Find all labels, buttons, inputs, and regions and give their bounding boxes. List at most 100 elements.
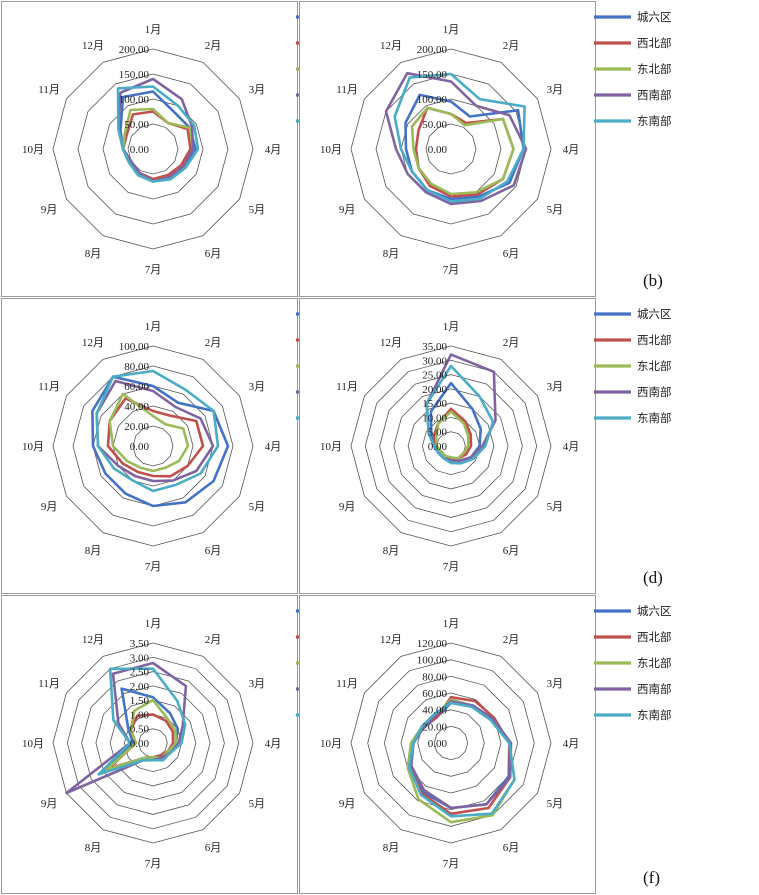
- legend-label: 西北部: [637, 333, 672, 347]
- month-label: 9月: [41, 204, 58, 216]
- panel-frame: [1, 595, 298, 894]
- month-label: 10月: [320, 738, 342, 750]
- month-label: 11月: [38, 84, 60, 96]
- month-label: 1月: [443, 24, 460, 36]
- tick-label: 25.00: [422, 370, 447, 382]
- tick-label: 20.00: [422, 721, 447, 733]
- series-3-polygon: [104, 698, 178, 772]
- tick-label: 0.00: [130, 738, 150, 750]
- month-label: 5月: [547, 501, 564, 513]
- month-label: 3月: [547, 381, 564, 393]
- tick-label: 15.00: [422, 398, 447, 410]
- radar-panel-4: 1月 2月 3月 4月 5月 6月 7月 8月 9月 10月 11月 12月 0.00 5.00 10.00…: [299, 298, 672, 594]
- legend-label: 西北部: [637, 630, 672, 644]
- month-label: 9月: [41, 501, 58, 513]
- month-label: 1月: [145, 24, 162, 36]
- month-label: 7月: [443, 561, 460, 573]
- legend-label: 西南部: [637, 385, 672, 399]
- tick-label: 20.00: [124, 421, 149, 433]
- legend-label: 东南部: [637, 411, 672, 425]
- tick-label: 50.00: [124, 119, 149, 131]
- month-label: 10月: [320, 441, 342, 453]
- legend-label: 城六区: [637, 11, 672, 24]
- month-label: 10月: [22, 144, 44, 156]
- grid-ring: [66, 656, 240, 830]
- legend-label: 城六区: [637, 308, 672, 321]
- series-5-polygon: [425, 364, 495, 465]
- month-label: 3月: [249, 381, 266, 393]
- legend-label: 东北部: [637, 62, 672, 76]
- month-label: 8月: [85, 842, 102, 854]
- tick-label: 1.00: [130, 709, 150, 721]
- tick-label: 5.00: [428, 427, 448, 439]
- panel-frame: [1, 298, 298, 594]
- tick-label: 2.50: [130, 667, 150, 679]
- month-label: 7月: [145, 561, 162, 573]
- grid-ring: [52, 642, 254, 844]
- grid-ring: [407, 402, 495, 490]
- grid-ring: [77, 73, 229, 225]
- radar-panel-1: 1月 2月 3月 4月 5月 6月 7月 8月 9月 10月 11月 12月 0.00 50.00 100.…: [1, 1, 374, 297]
- panel-label: (f): [643, 868, 660, 887]
- grid-ring: [367, 659, 535, 827]
- series-3-polygon: [410, 106, 515, 196]
- month-label: 7月: [145, 858, 162, 870]
- series-5-polygon: [393, 72, 526, 203]
- grid-ring: [72, 365, 234, 527]
- legend-label: 西南部: [637, 88, 672, 102]
- month-label: 2月: [205, 40, 222, 52]
- grid-ring: [379, 374, 523, 518]
- month-label: 6月: [205, 545, 222, 557]
- month-label: 12月: [82, 337, 104, 349]
- month-label: 5月: [547, 204, 564, 216]
- month-label: 6月: [503, 248, 520, 260]
- series-3-polygon: [434, 410, 470, 460]
- grid-ring: [421, 416, 481, 476]
- month-label: 12月: [380, 40, 402, 52]
- tick-label: 40.00: [422, 705, 447, 717]
- grid-ring: [350, 345, 552, 547]
- panel-frame: [1, 1, 298, 297]
- tick-label: 2.00: [130, 681, 150, 693]
- month-label: 11月: [38, 381, 60, 393]
- series-5-polygon: [95, 369, 220, 493]
- panel-frame: [299, 1, 596, 297]
- tick-label: 35.00: [422, 341, 447, 353]
- month-label: 4月: [563, 441, 580, 453]
- grid-ring: [393, 388, 509, 504]
- legend-label: 东南部: [637, 114, 672, 128]
- series-5-polygon: [97, 667, 187, 776]
- tick-label: 100.00: [119, 94, 150, 106]
- month-label: 10月: [320, 144, 342, 156]
- month-label: 5月: [249, 798, 266, 810]
- month-label: 5月: [547, 798, 564, 810]
- grid-ring: [383, 675, 519, 811]
- month-label: 3月: [249, 84, 266, 96]
- tick-label: 200.00: [417, 44, 448, 56]
- legend-label: 东北部: [637, 359, 672, 373]
- month-label: 11月: [38, 678, 60, 690]
- panel-label: (b): [643, 271, 663, 290]
- month-label: 1月: [443, 321, 460, 333]
- tick-label: 0.50: [130, 724, 150, 736]
- radar-panel-2: 1月 2月 3月 4月 5月 6月 7月 8月 9月 10月 11月 12月 0.00 50.00 100.…: [299, 1, 672, 297]
- tick-label: 120.00: [417, 638, 448, 650]
- grid-ring: [127, 123, 179, 175]
- month-label: 9月: [339, 204, 356, 216]
- grid-ring: [350, 48, 552, 250]
- panel-label: (d): [643, 568, 663, 587]
- series-4-polygon: [384, 71, 528, 206]
- tick-label: 80.00: [124, 361, 149, 373]
- tick-label: 3.50: [130, 638, 150, 650]
- month-label: 11月: [336, 84, 358, 96]
- tick-label: 100.00: [417, 94, 448, 106]
- grid-ring: [102, 98, 204, 200]
- tick-label: 60.00: [124, 381, 149, 393]
- tick-label: 3.00: [130, 652, 150, 664]
- month-label: 10月: [22, 738, 44, 750]
- month-label: 8月: [85, 248, 102, 260]
- month-label: 8月: [383, 842, 400, 854]
- month-label: 7月: [443, 264, 460, 276]
- tick-label: 0.00: [130, 144, 150, 156]
